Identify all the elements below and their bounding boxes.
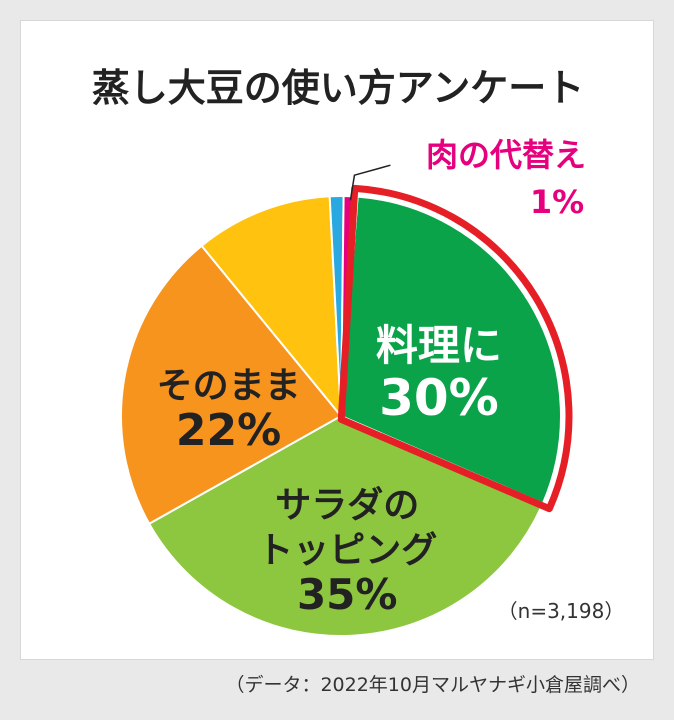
- callout-leader-line: [349, 164, 391, 201]
- pie-slice-2: [120, 244, 343, 526]
- callout-percent: 1%: [530, 183, 584, 221]
- chart-card: 蒸し大豆の使い方アンケート 料理に 30% サラダの トッピング 35% そのまま 22% 肉…: [20, 20, 654, 660]
- pie-slice-3: [200, 195, 343, 419]
- pie-slice-0: [339, 195, 562, 505]
- pie-slice-1: [147, 414, 545, 637]
- slice-percent-label: 22%: [176, 405, 281, 456]
- slice-name-label: 料理に: [376, 321, 502, 370]
- slice-name-label: サラダの: [275, 485, 419, 526]
- chart-title: 蒸し大豆の使い方アンケート: [92, 66, 584, 110]
- slice-name-label: トッピング: [257, 530, 437, 571]
- data-source-note: （データ：2022年10月マルヤナギ小倉屋調べ）: [225, 674, 640, 696]
- slice-percent-label: 35%: [297, 570, 398, 619]
- pie-slices: [120, 195, 562, 637]
- slice-name-label: そのまま: [157, 365, 301, 406]
- callout-label: 肉の代替え: [426, 136, 586, 174]
- sample-size-note: （n=3,198）: [498, 599, 625, 623]
- highlight-outline: [337, 184, 573, 513]
- slice-percent-label: 30%: [379, 369, 499, 427]
